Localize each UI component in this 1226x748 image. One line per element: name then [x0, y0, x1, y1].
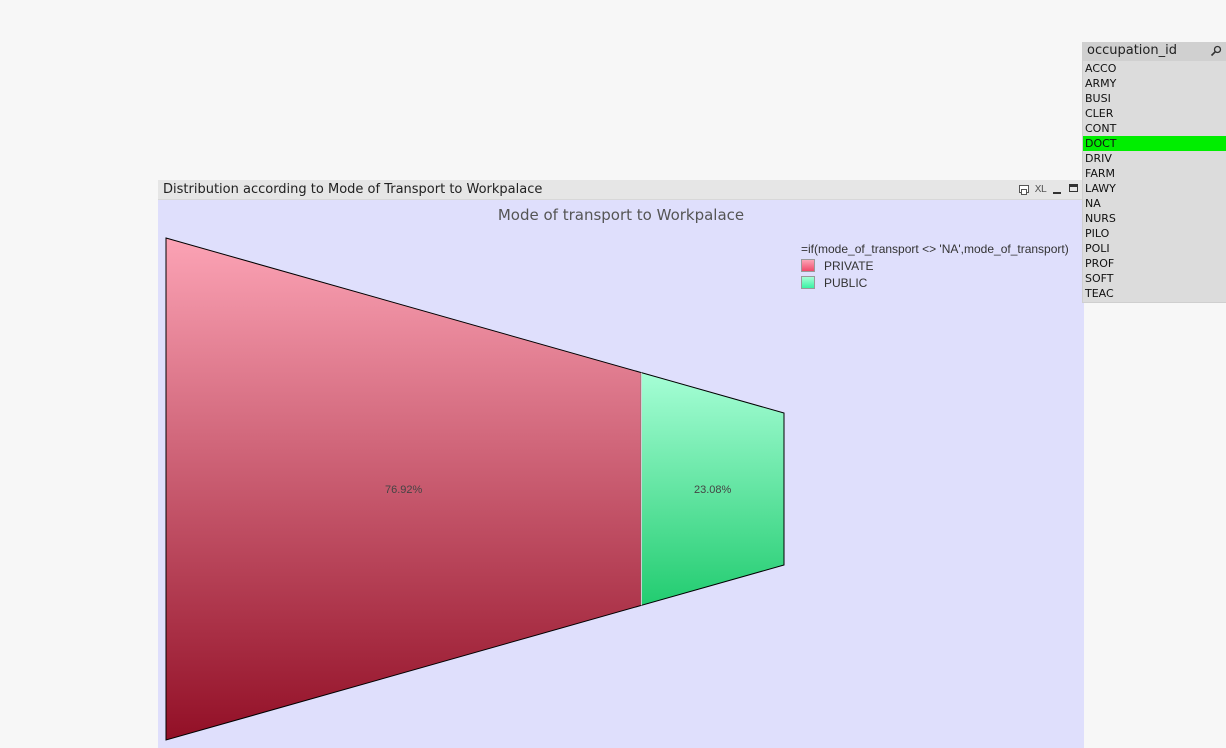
listbox-item-lawy[interactable]: LAWY — [1085, 182, 1116, 195]
listbox-item-prof[interactable]: PROF — [1085, 257, 1115, 270]
listbox-item-teac[interactable]: TEAC — [1085, 287, 1114, 300]
listbox-item-soft[interactable]: SOFT — [1085, 272, 1114, 285]
legend-item-public[interactable]: PUBLIC — [801, 275, 1081, 290]
listbox-title: occupation_id — [1087, 43, 1177, 58]
listbox-item-nurs[interactable]: NURS — [1085, 212, 1116, 225]
legend-item-private[interactable]: PRIVATE — [801, 258, 1081, 273]
print-icon[interactable] — [1018, 184, 1029, 195]
listbox-header[interactable]: occupation_id — [1083, 42, 1226, 61]
maximize-icon[interactable] — [1069, 184, 1080, 195]
listbox-item-poli[interactable]: POLI — [1085, 242, 1110, 255]
funnel-plot: 76.92% 23.08% — [165, 237, 785, 741]
occupation-listbox[interactable]: occupation_id ACCO ARMY BUSI CLER CONT DOCT DR… — [1082, 42, 1226, 303]
caption-icons: XL — [1018, 183, 1080, 196]
listbox-items: ACCO ARMY BUSI CLER CONT DOCT DRIV FARM LAWY NA NU… — [1083, 61, 1226, 301]
chart-body: 76.92% 23.08% Mode of transport to Workpa… — [158, 200, 1084, 748]
chart-title: Mode of transport to Workpalace — [497, 206, 745, 224]
search-icon[interactable] — [1210, 45, 1222, 57]
listbox-item-doct[interactable]: DOCT — [1083, 136, 1226, 151]
listbox-item-army[interactable]: ARMY — [1085, 77, 1117, 90]
listbox-item-na[interactable]: NA — [1085, 197, 1101, 210]
listbox-item-acco[interactable]: ACCO — [1085, 62, 1117, 75]
data-label-private: 76.92% — [385, 484, 423, 496]
listbox-item-farm[interactable]: FARM — [1085, 167, 1115, 180]
listbox-item-pilo[interactable]: PILO — [1085, 227, 1110, 240]
data-label-public: 23.08% — [694, 484, 732, 496]
chart-caption-title: Distribution according to Mode of Transp… — [163, 182, 543, 197]
legend-label-public: PUBLIC — [824, 275, 868, 290]
chart-legend: =if(mode_of_transport <> 'NA',mode_of_tr… — [801, 242, 1081, 290]
listbox-item-busi[interactable]: BUSI — [1085, 92, 1111, 105]
listbox-item-cont[interactable]: CONT — [1085, 122, 1117, 135]
legend-swatch-public — [801, 276, 815, 289]
funnel-chart-object[interactable]: Distribution according to Mode of Transp… — [158, 180, 1084, 748]
listbox-item-cler[interactable]: CLER — [1085, 107, 1114, 120]
minimize-icon[interactable] — [1052, 184, 1063, 195]
legend-label-private: PRIVATE — [824, 258, 874, 273]
listbox-item-driv[interactable]: DRIV — [1085, 152, 1112, 165]
legend-swatch-private — [801, 259, 815, 272]
legend-title: =if(mode_of_transport <> 'NA',mode_of_tr… — [801, 242, 1069, 256]
chart-caption-bar[interactable]: Distribution according to Mode of Transp… — [158, 180, 1084, 200]
export-excel-icon[interactable]: XL — [1034, 184, 1047, 195]
